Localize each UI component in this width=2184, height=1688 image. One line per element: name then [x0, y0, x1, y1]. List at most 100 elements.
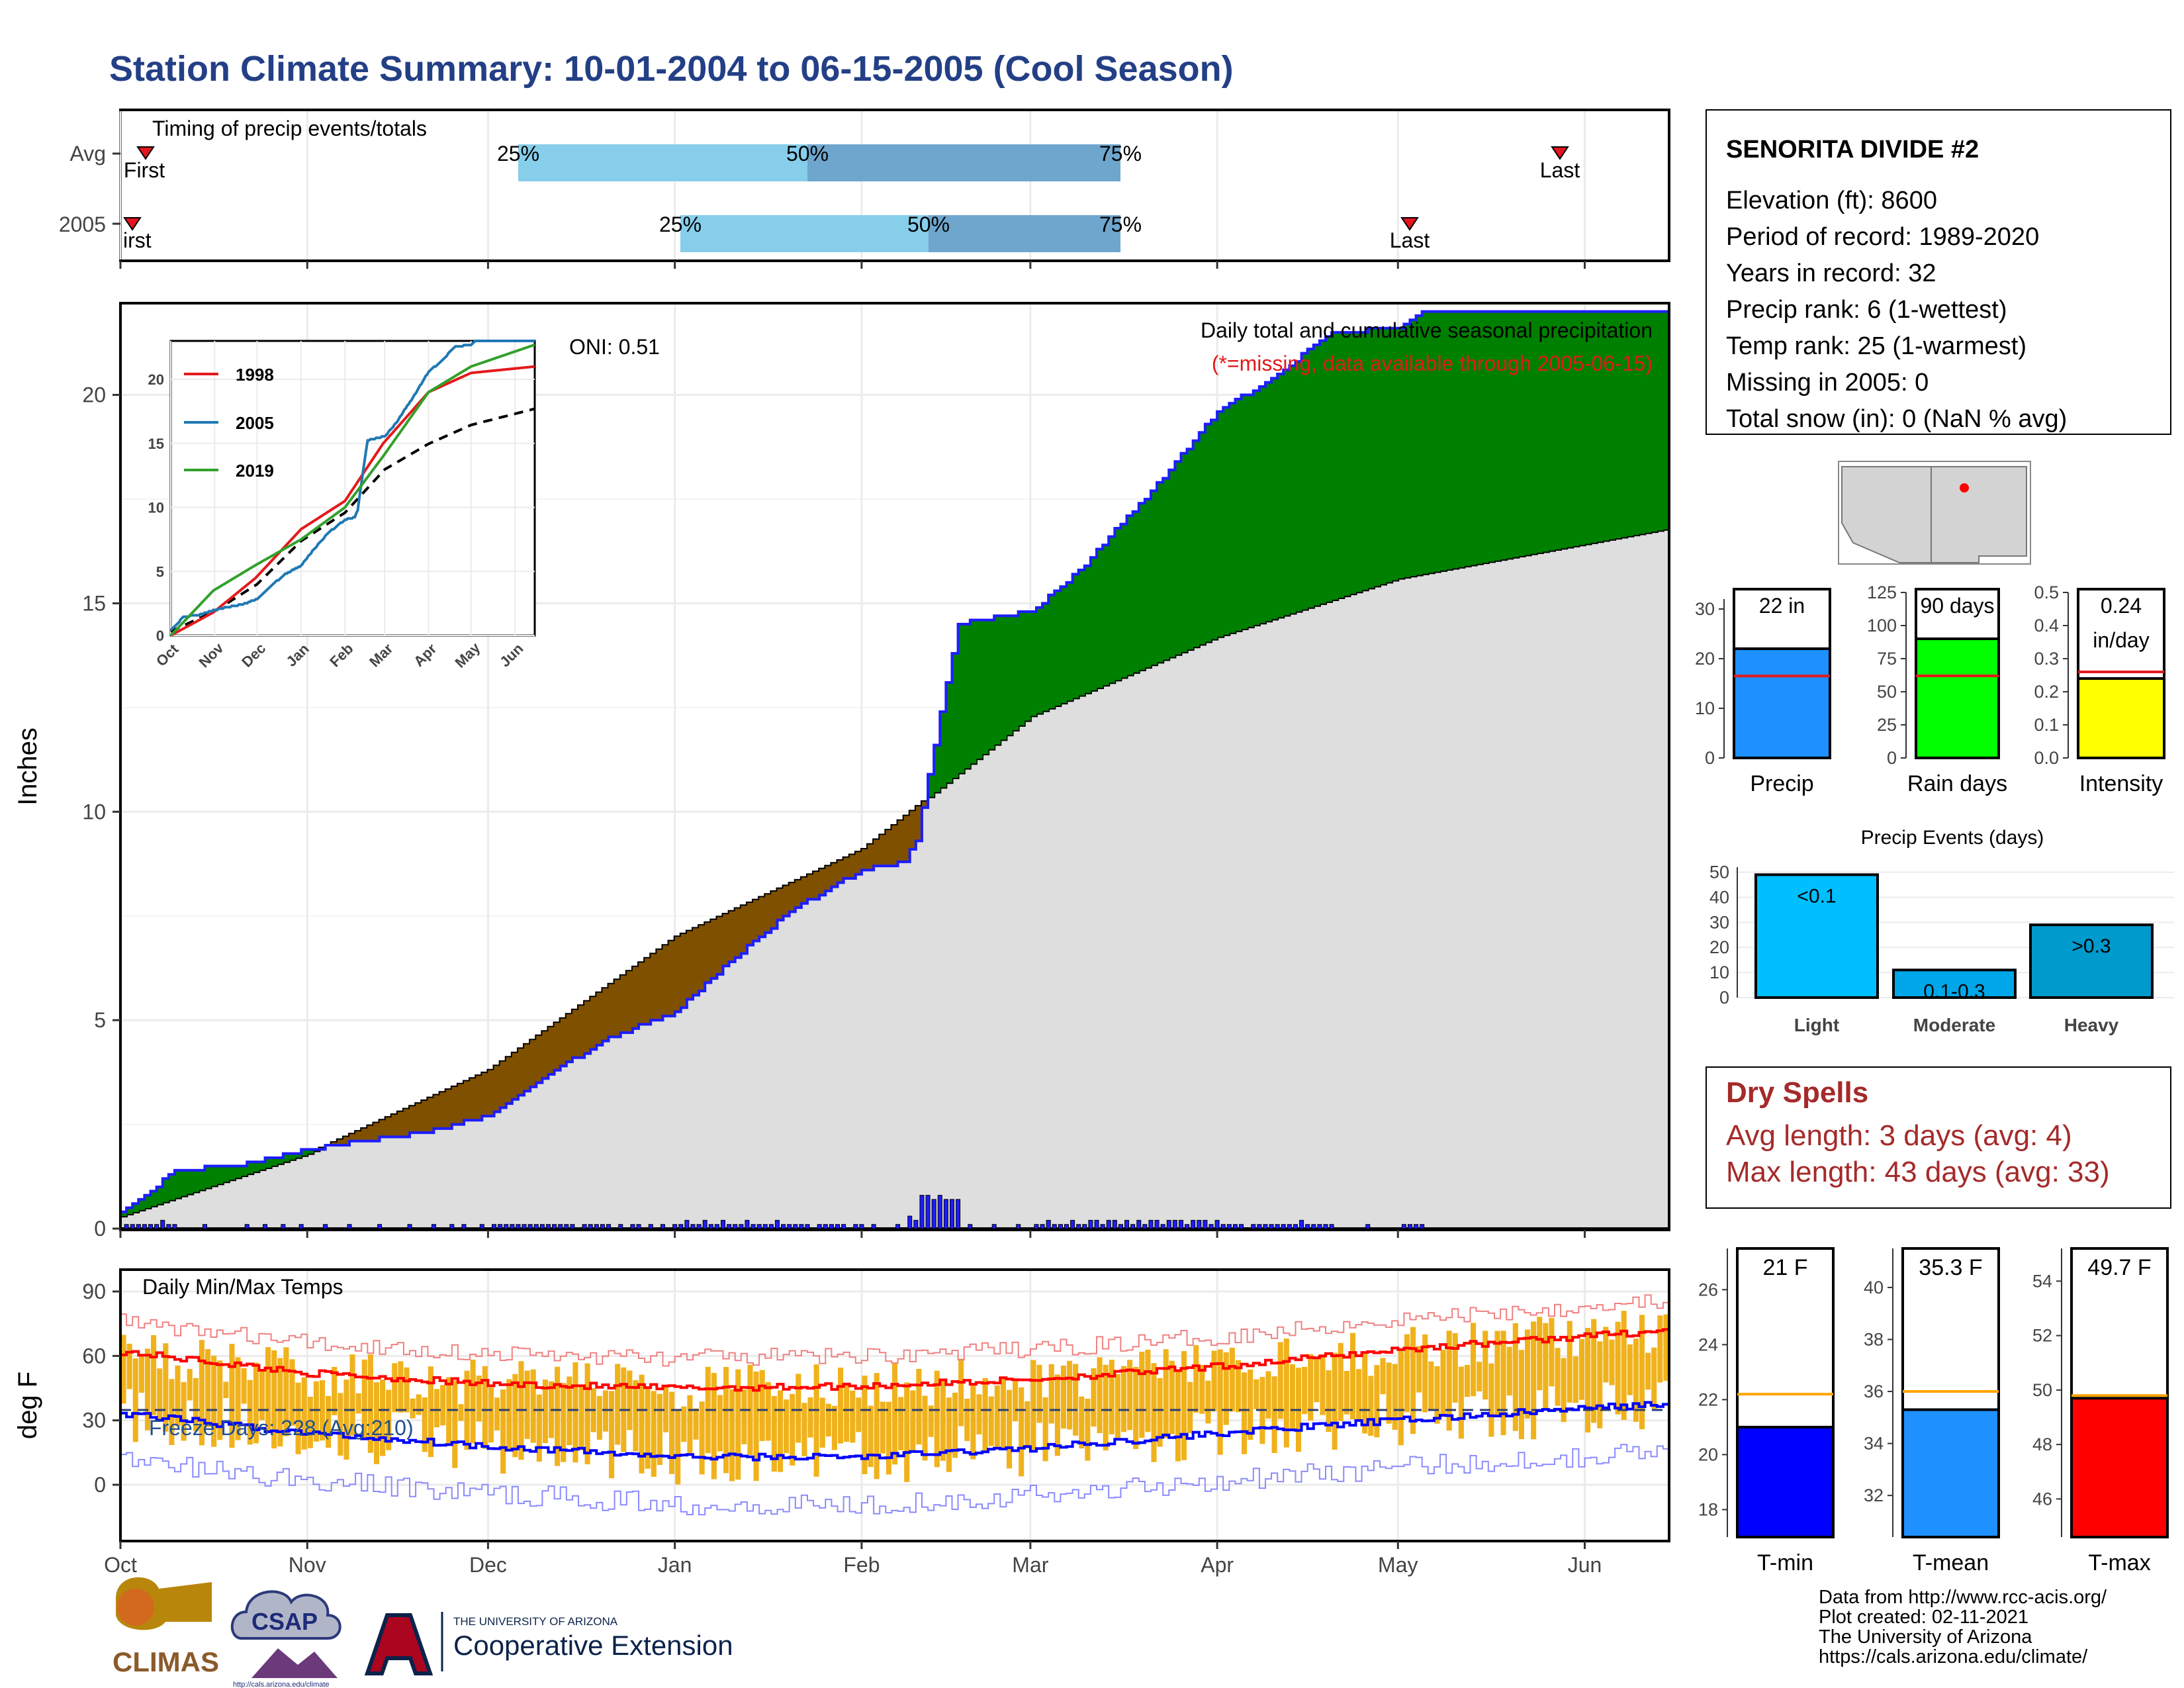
daily-temp-bar — [241, 1368, 247, 1404]
temp-ytick-label: 0 — [94, 1473, 106, 1497]
timing-avg-first-marker — [136, 146, 155, 160]
deficit-segment — [801, 877, 808, 904]
daily-precip-bar — [516, 1224, 521, 1229]
daily-temp-bar — [144, 1348, 151, 1430]
daily-temp-bar — [891, 1362, 898, 1465]
daily-precip-bar — [377, 1224, 383, 1229]
surplus-segment — [1150, 491, 1158, 665]
surplus-segment — [162, 1178, 169, 1202]
daily-temp-bar — [765, 1382, 771, 1441]
daily-precip-bar — [1166, 1219, 1171, 1229]
daily-temp-bar — [729, 1389, 735, 1481]
daily-temp-bar — [1332, 1352, 1338, 1450]
daily-precip-bar — [479, 1224, 484, 1229]
daily-precip-bar — [1112, 1219, 1117, 1229]
inset-1998-line — [170, 365, 535, 637]
daily-temp-bar — [1349, 1333, 1356, 1419]
daily-temp-bar — [542, 1380, 548, 1444]
daily-precip-bar — [1232, 1224, 1238, 1229]
daily-precip-bar — [533, 1224, 539, 1229]
daily-temp-bar — [199, 1340, 205, 1446]
inset-legend-2019: 2019 — [236, 461, 274, 481]
precip-y-axis: 0 5 10 15 20 — [82, 383, 1586, 1241]
month-label: Mar — [1012, 1553, 1048, 1577]
deficit-segment — [422, 1100, 428, 1133]
inset-ytick-label: 20 — [148, 371, 164, 388]
daily-precip-bar — [1130, 1224, 1136, 1229]
daily-temp-bar — [1085, 1398, 1091, 1461]
daily-precip-bar — [558, 1224, 563, 1229]
deficit-segment — [886, 830, 892, 867]
surplus-segment — [1066, 582, 1073, 701]
deficit-segment — [753, 900, 760, 941]
daily-temp-bar — [470, 1359, 476, 1444]
station-snow: Total snow (in): 0 (NaN % avg) — [1726, 405, 2067, 433]
dry-spells-max: Max length: 43 days (avg: 33) — [1726, 1156, 2110, 1188]
daily-temp-bar — [205, 1349, 211, 1427]
daily-temp-bar — [1410, 1327, 1416, 1434]
daily-temp-bar — [386, 1389, 392, 1450]
daily-temp-bar — [988, 1396, 994, 1446]
surplus-segment — [1265, 382, 1272, 622]
surplus-segment — [1313, 344, 1320, 606]
daily-temp-bar — [1494, 1331, 1500, 1416]
deficit-segment — [524, 1044, 531, 1092]
rain-days-ytick-label: 125 — [1867, 583, 1897, 602]
tmin-ytick-label: 26 — [1698, 1280, 1718, 1299]
daily-temp-bar — [1006, 1389, 1013, 1469]
daily-temp-bar — [1253, 1379, 1259, 1409]
daily-temp-bar — [1639, 1315, 1645, 1430]
temp-y-label: deg F — [13, 1372, 42, 1439]
deficit-segment — [614, 980, 621, 1037]
daily-temp-range-bars — [120, 1311, 1669, 1485]
surplus-segment — [1199, 432, 1206, 645]
deficit-segment — [903, 816, 911, 862]
tmin-ytick-label: 22 — [1698, 1389, 1718, 1409]
surplus-segment — [1018, 612, 1025, 726]
daily-precip-bar — [919, 1195, 925, 1229]
surplus-segment — [1283, 369, 1290, 616]
surplus-segment — [1506, 311, 1513, 559]
surplus-segment — [1512, 311, 1519, 557]
precip-events-chart: Precip Events (days) 0 10 20 30 40 50 <0.1 Ligh… — [1709, 827, 2174, 1035]
daily-precip-bar — [793, 1224, 798, 1229]
deficit-segment — [680, 933, 688, 1008]
daily-temp-bar — [506, 1379, 512, 1450]
daily-temp-bar — [741, 1389, 747, 1444]
daily-temp-bar — [392, 1363, 398, 1413]
daily-precip-bar — [1142, 1224, 1148, 1229]
month-label: Feb — [843, 1553, 880, 1577]
daily-precip-bar — [1094, 1219, 1099, 1229]
surplus-segment — [1379, 328, 1387, 585]
daily-temp-bar — [1524, 1329, 1531, 1419]
deficit-segment — [639, 962, 645, 1025]
daily-precip-bar — [841, 1224, 846, 1229]
surplus-segment — [940, 712, 946, 788]
daily-temp-bar — [367, 1354, 373, 1453]
daily-temp-bar — [253, 1362, 259, 1444]
deficit-segment — [403, 1109, 410, 1137]
daily-temp-bar — [1120, 1366, 1127, 1432]
daily-temp-bar — [838, 1368, 844, 1444]
daily-precip-bar — [1076, 1224, 1081, 1229]
daily-precip-bar — [895, 1224, 901, 1229]
deficit-segment — [410, 1106, 416, 1133]
daily-temp-bar — [326, 1395, 332, 1448]
daily-precip-bar — [1058, 1224, 1063, 1229]
daily-precip-bar — [1269, 1224, 1274, 1229]
daily-temp-bar — [157, 1368, 163, 1421]
surplus-segment — [1343, 332, 1350, 596]
surplus-segment — [265, 1157, 272, 1168]
daily-precip-bar — [1287, 1224, 1292, 1229]
daily-temp-bar — [1663, 1314, 1669, 1381]
month-label: Oct — [104, 1553, 137, 1577]
timing-row-avg: Avg — [69, 142, 106, 165]
daily-temp-bar — [494, 1397, 500, 1430]
daily-precip-bar — [1208, 1224, 1214, 1229]
daily-precip-bar — [1185, 1224, 1190, 1229]
freeze-days-label: Freeze Days: 228 (Avg:210) — [149, 1416, 414, 1440]
tmin-ytick-label: 18 — [1698, 1499, 1718, 1519]
daily-temp-bar — [1440, 1350, 1446, 1417]
daily-temp-bar — [1151, 1363, 1157, 1462]
surplus-segment — [1651, 311, 1658, 532]
